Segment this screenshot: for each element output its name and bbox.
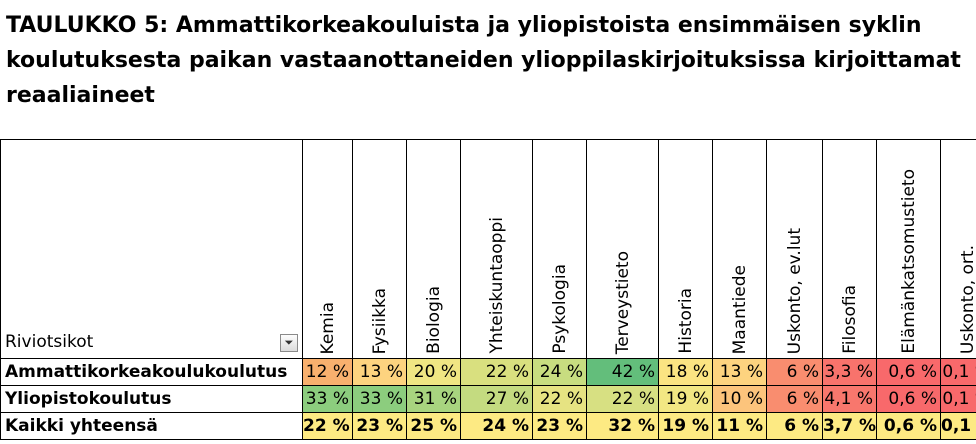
table-cell: 0,6 % — [876, 385, 941, 413]
column-header: Maantiede — [712, 139, 767, 359]
table-cell: 6 % — [766, 385, 823, 413]
table-row: Ammattikorkeakoulukoulutus 12 % 13 % 20 % 22… — [0, 358, 976, 386]
table-body: Ammattikorkeakoulukoulutus 12 % 13 % 20 % 22… — [0, 358, 976, 440]
table-cell: 32 % — [586, 412, 659, 440]
table-title: TAULUKKO 5: Ammattikorkeakouluista ja yl… — [6, 13, 961, 108]
table-cell: 3,3 % — [822, 358, 877, 386]
table-cell: 4,1 % — [822, 385, 877, 413]
row-label: Kaikki yhteensä — [0, 412, 303, 440]
table-cell: 22 % — [302, 412, 353, 440]
table-cell: 0,6 % — [876, 358, 941, 386]
table-cell: 31 % — [406, 385, 461, 413]
table-row: Yliopistokoulutus 33 % 33 % 31 % 27 % 22 % 22 … — [0, 385, 976, 413]
table-cell: 10 % — [712, 385, 767, 413]
table-cell: 6 % — [766, 412, 823, 440]
table-cell: 3,7 % — [822, 412, 877, 440]
table-cell: 0,1 % — [940, 412, 976, 440]
column-header-label: Terveystieto — [612, 250, 633, 354]
column-header: Uskonto, ev.lut — [766, 139, 823, 359]
column-header: Kemia — [302, 139, 353, 359]
row-labels-header-text: Riviotsikot — [5, 332, 94, 352]
table-cell: 0,1 % — [940, 385, 976, 413]
table-cell: 20 % — [406, 358, 461, 386]
table-cell: 13 % — [712, 358, 767, 386]
column-header: Terveystieto — [586, 139, 659, 359]
column-header-label: Yhteiskuntaoppi — [486, 217, 507, 354]
column-header-label: Fysiikka — [369, 287, 390, 354]
table-cell: 33 % — [302, 385, 353, 413]
table-cell: 6 % — [766, 358, 823, 386]
column-header-label: Historia — [675, 288, 696, 354]
table-cell: 23 % — [352, 412, 407, 440]
column-header-label: Uskonto, ev.lut — [784, 227, 805, 354]
table-cell: 42 % — [586, 358, 659, 386]
table-cell: 12 % — [302, 358, 353, 386]
table-cell: 13 % — [352, 358, 407, 386]
table-cell: 11 % — [712, 412, 767, 440]
row-label: Yliopistokoulutus — [0, 385, 303, 413]
table-cell: 24 % — [460, 412, 533, 440]
table-cell: 22 % — [460, 358, 533, 386]
table-cell: 25 % — [406, 412, 461, 440]
table-cell: 0,1 % — [940, 358, 976, 386]
table-cell: 23 % — [532, 412, 587, 440]
row-labels-header: Riviotsikot ⏷ — [0, 139, 303, 359]
column-header-label: Uskonto, ort. — [957, 244, 976, 354]
table-cell: 24 % — [532, 358, 587, 386]
table-cell: 18 % — [658, 358, 713, 386]
row-label: Ammattikorkeakoulukoulutus — [0, 358, 303, 386]
column-header: Historia — [658, 139, 713, 359]
table-row: Kaikki yhteensä 22 % 23 % 25 % 24 % 23 % 32 % 1… — [0, 412, 976, 440]
column-header: Elämänkatsomustieto — [876, 139, 941, 359]
column-header-label: Psykologia — [549, 264, 570, 354]
column-header-label: Biologia — [423, 286, 444, 354]
column-header: Filosofia — [822, 139, 877, 359]
column-header-label: Elämänkatsomustieto — [898, 169, 919, 354]
table-cell: 19 % — [658, 412, 713, 440]
table-cell: 19 % — [658, 385, 713, 413]
data-table: Riviotsikot ⏷ Kemia Fysiikka Biologia Yh… — [0, 139, 976, 440]
column-header: Uskonto, ort. — [940, 139, 976, 359]
table-cell: 33 % — [352, 385, 407, 413]
column-header-label: Kemia — [317, 301, 338, 354]
column-header: Psykologia — [532, 139, 587, 359]
column-header-label: Maantiede — [729, 264, 750, 354]
filter-dropdown-icon[interactable]: ⏷ — [280, 334, 298, 352]
table-cell: 22 % — [532, 385, 587, 413]
table-cell: 22 % — [586, 385, 659, 413]
table-cell: 0,6 % — [876, 412, 941, 440]
column-header: Biologia — [406, 139, 461, 359]
column-header-label: Filosofia — [839, 285, 860, 354]
table-cell: 27 % — [460, 385, 533, 413]
column-header: Yhteiskuntaoppi — [460, 139, 533, 359]
header-row: Riviotsikot ⏷ Kemia Fysiikka Biologia Yh… — [0, 139, 976, 359]
column-header: Fysiikka — [352, 139, 407, 359]
